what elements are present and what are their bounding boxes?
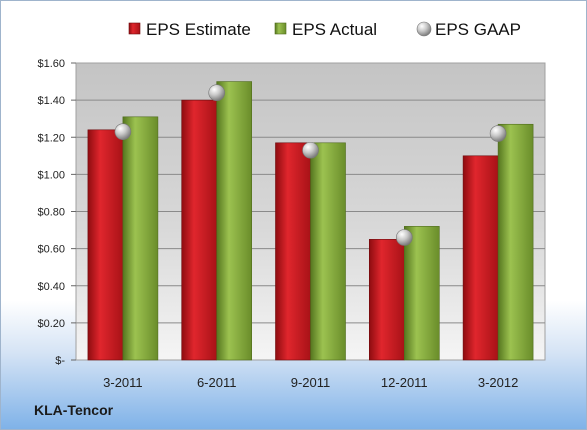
bar-eps-actual-9-2011 (310, 142, 346, 361)
legend-label-eps-estimate: EPS Estimate (146, 20, 251, 39)
legend-swatch-eps-gaap (416, 21, 432, 37)
legend-label-eps-actual: EPS Actual (292, 20, 377, 39)
y-tick-label: $1.00 (37, 169, 65, 181)
bar-eps-estimate-6-2011 (181, 99, 217, 361)
marker-eps-gaap-12-2011 (395, 229, 413, 246)
y-tick-label: $1.20 (37, 132, 65, 144)
x-axis: 3-2011 6-2011 9-2011 12-2011 3-2012 (103, 375, 518, 390)
x-tick-label: 9-2011 (291, 375, 331, 390)
legend-label-eps-gaap: EPS GAAP (435, 20, 521, 39)
marker-eps-gaap-9-2011 (302, 141, 319, 159)
y-tick-label: $1.40 (37, 95, 65, 107)
marker-eps-gaap-3-2011 (114, 123, 132, 140)
marker-eps-gaap-3-2012 (489, 125, 507, 142)
y-tick-label: $0.60 (37, 244, 65, 256)
x-tick-label: 12-2011 (381, 375, 428, 390)
bar-eps-estimate-3-2012 (462, 155, 499, 361)
y-tick-label: $0.40 (37, 281, 65, 293)
bar-eps-estimate-3-2011 (87, 129, 124, 361)
x-tick-label: 3-2011 (103, 375, 143, 390)
y-tick-label: $- (55, 355, 65, 367)
gaap-markers (114, 84, 507, 246)
y-tick-label: $0.80 (37, 207, 65, 219)
x-tick-label: 3-2012 (478, 375, 518, 390)
bar-eps-actual-6-2011 (216, 81, 252, 361)
bar-eps-actual-3-2012 (497, 123, 534, 361)
bar-eps-estimate-12-2011 (368, 239, 405, 361)
legend-swatch-eps-actual (274, 22, 287, 35)
legend: EPS Estimate EPS Actual EPS GAAP (128, 20, 521, 39)
legend-swatch-eps-estimate (128, 22, 141, 35)
y-tick-label: $1.60 (37, 58, 65, 70)
y-tick-label: $0.20 (37, 318, 65, 330)
bar-eps-actual-12-2011 (403, 226, 440, 361)
bar-eps-actual-3-2011 (122, 116, 159, 361)
company-name: KLA-Tencor (34, 402, 114, 418)
x-tick-label: 6-2011 (197, 375, 237, 390)
bar-eps-estimate-9-2011 (275, 142, 311, 361)
bars (87, 81, 534, 361)
marker-eps-gaap-6-2011 (208, 84, 225, 101)
y-axis: $- $0.20 $0.40 $0.60 $0.80 $1.00 $1.20 $1.40 $1.… (37, 58, 76, 367)
